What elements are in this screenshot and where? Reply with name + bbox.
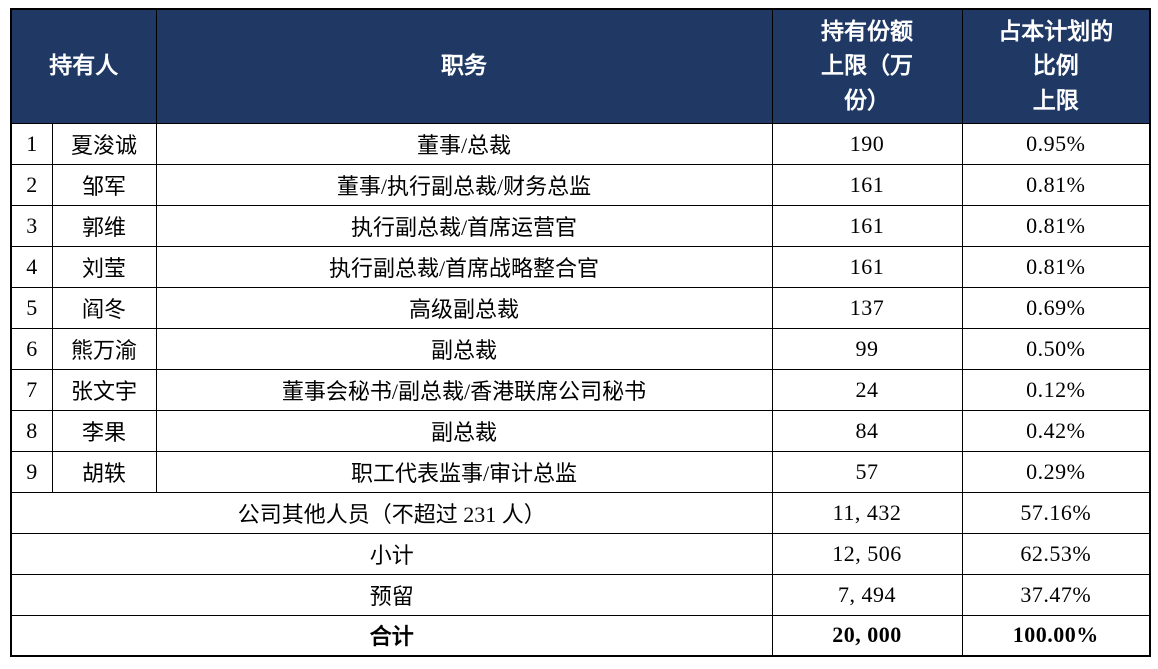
ratio-cell: 0.12% <box>961 368 1151 411</box>
amount-cell: 84 <box>771 409 963 452</box>
table-header: 持有人 职务 持有份额 上限（万 份） 占本计划的 比例 上限 <box>10 8 1151 124</box>
table-row: 5 阎冬 高级副总裁 137 0.69% <box>10 286 1151 329</box>
table-row: 6 熊万渝 副总裁 99 0.50% <box>10 327 1151 370</box>
table-row: 3 郭维 执行副总裁/首席运营官 161 0.81% <box>10 204 1151 247</box>
header-position: 职务 <box>155 8 773 124</box>
position-cell: 副总裁 <box>155 327 773 370</box>
holder-name: 邹军 <box>51 163 157 206</box>
amount-cell: 12, 506 <box>771 532 963 575</box>
amount-cell: 161 <box>771 204 963 247</box>
holder-name: 刘莹 <box>51 245 157 288</box>
table-row: 2 邹军 董事/执行副总裁/财务总监 161 0.81% <box>10 163 1151 206</box>
ratio-cell: 0.50% <box>961 327 1151 370</box>
shareholding-plan-table: 持有人 职务 持有份额 上限（万 份） 占本计划的 比例 上限 1 夏浚诚 董事… <box>10 8 1151 657</box>
header-holder: 持有人 <box>10 8 157 124</box>
table-row: 9 胡轶 职工代表监事/审计总监 57 0.29% <box>10 450 1151 493</box>
holder-name: 胡轶 <box>51 450 157 493</box>
position-cell: 职工代表监事/审计总监 <box>155 450 773 493</box>
amount-cell: 99 <box>771 327 963 370</box>
summary-label: 预留 <box>10 573 773 616</box>
header-amount: 持有份额 上限（万 份） <box>771 8 963 124</box>
row-index: 9 <box>10 450 53 493</box>
holder-name: 李果 <box>51 409 157 452</box>
row-index: 1 <box>10 122 53 165</box>
position-cell: 高级副总裁 <box>155 286 773 329</box>
summary-row-others: 公司其他人员（不超过 231 人） 11, 432 57.16% <box>10 491 1151 534</box>
holder-name: 郭维 <box>51 204 157 247</box>
position-cell: 董事/执行副总裁/财务总监 <box>155 163 773 206</box>
amount-cell: 20, 000 <box>771 614 963 657</box>
ratio-cell: 0.42% <box>961 409 1151 452</box>
summary-row-subtotal: 小计 12, 506 62.53% <box>10 532 1151 575</box>
position-cell: 执行副总裁/首席战略整合官 <box>155 245 773 288</box>
ratio-cell: 100.00% <box>961 614 1151 657</box>
row-index: 4 <box>10 245 53 288</box>
row-index: 7 <box>10 368 53 411</box>
amount-cell: 24 <box>771 368 963 411</box>
holder-name: 阎冬 <box>51 286 157 329</box>
amount-cell: 57 <box>771 450 963 493</box>
ratio-cell: 57.16% <box>961 491 1151 534</box>
ratio-cell: 0.81% <box>961 163 1151 206</box>
ratio-cell: 37.47% <box>961 573 1151 616</box>
table-row: 8 李果 副总裁 84 0.42% <box>10 409 1151 452</box>
summary-label: 小计 <box>10 532 773 575</box>
position-cell: 执行副总裁/首席运营官 <box>155 204 773 247</box>
row-index: 5 <box>10 286 53 329</box>
row-index: 6 <box>10 327 53 370</box>
row-index: 3 <box>10 204 53 247</box>
holder-name: 熊万渝 <box>51 327 157 370</box>
holder-name: 张文宇 <box>51 368 157 411</box>
summary-row-reserved: 预留 7, 494 37.47% <box>10 573 1151 616</box>
row-index: 8 <box>10 409 53 452</box>
amount-cell: 137 <box>771 286 963 329</box>
amount-cell: 7, 494 <box>771 573 963 616</box>
amount-cell: 11, 432 <box>771 491 963 534</box>
summary-label: 合计 <box>10 614 773 657</box>
row-index: 2 <box>10 163 53 206</box>
table-row: 4 刘莹 执行副总裁/首席战略整合官 161 0.81% <box>10 245 1151 288</box>
position-cell: 副总裁 <box>155 409 773 452</box>
ratio-cell: 0.69% <box>961 286 1151 329</box>
table-row: 1 夏浚诚 董事/总裁 190 0.95% <box>10 122 1151 165</box>
summary-row-total: 合计 20, 000 100.00% <box>10 614 1151 657</box>
amount-cell: 190 <box>771 122 963 165</box>
position-cell: 董事会秘书/副总裁/香港联席公司秘书 <box>155 368 773 411</box>
table-row: 7 张文宇 董事会秘书/副总裁/香港联席公司秘书 24 0.12% <box>10 368 1151 411</box>
ratio-cell: 0.81% <box>961 204 1151 247</box>
ratio-cell: 0.29% <box>961 450 1151 493</box>
header-ratio: 占本计划的 比例 上限 <box>961 8 1151 124</box>
summary-label: 公司其他人员（不超过 231 人） <box>10 491 773 534</box>
holder-name: 夏浚诚 <box>51 122 157 165</box>
ratio-cell: 62.53% <box>961 532 1151 575</box>
table-body: 1 夏浚诚 董事/总裁 190 0.95% 2 邹军 董事/执行副总裁/财务总监… <box>10 122 1151 657</box>
amount-cell: 161 <box>771 245 963 288</box>
amount-cell: 161 <box>771 163 963 206</box>
ratio-cell: 0.81% <box>961 245 1151 288</box>
ratio-cell: 0.95% <box>961 122 1151 165</box>
header-row: 持有人 职务 持有份额 上限（万 份） 占本计划的 比例 上限 <box>10 8 1151 124</box>
position-cell: 董事/总裁 <box>155 122 773 165</box>
